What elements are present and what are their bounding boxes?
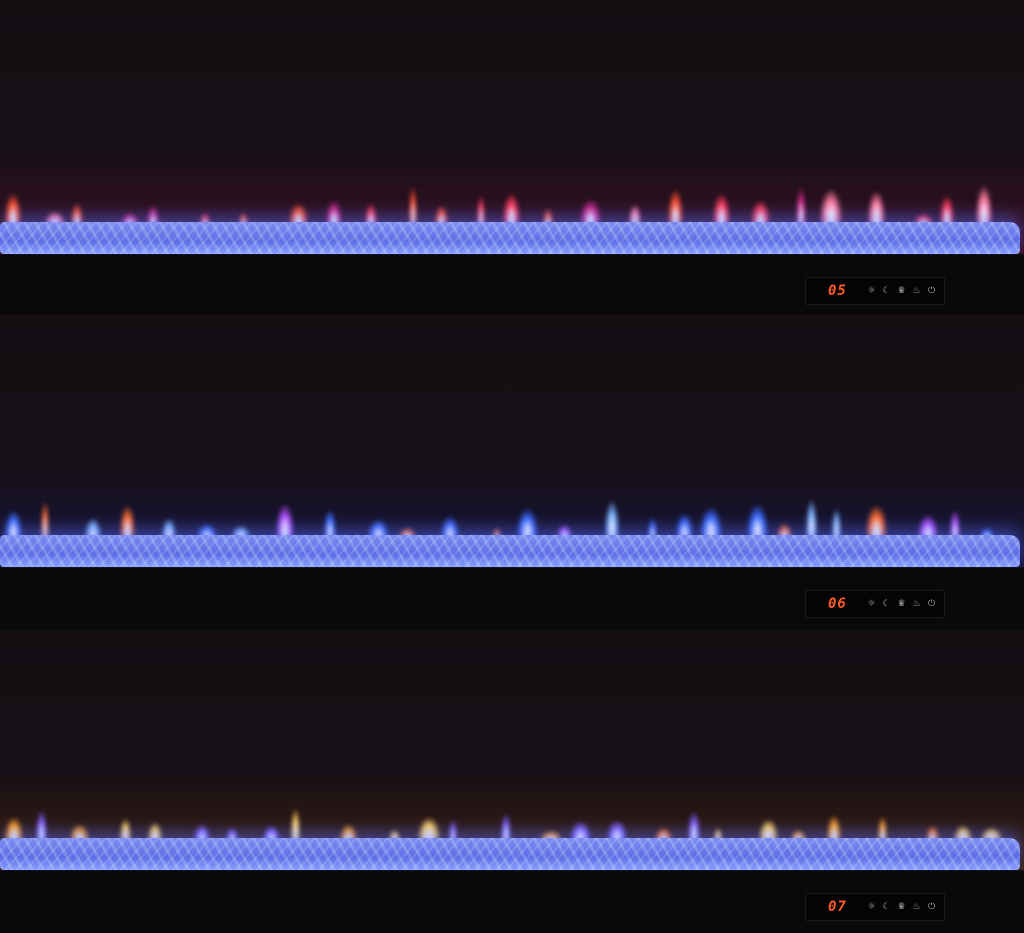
firebox: [0, 630, 1024, 870]
flame: [747, 504, 769, 539]
flame: [607, 820, 627, 842]
flame: [85, 519, 101, 539]
flame: [979, 528, 995, 539]
flame: [36, 811, 47, 842]
control-panel: 05 ☼ ☾ ♛ ♨ ⏻: [805, 277, 945, 305]
flame: [289, 204, 309, 226]
flame: [434, 205, 448, 226]
flame: [820, 189, 842, 226]
flame-icon[interactable]: ♨: [912, 286, 921, 296]
flame: [340, 825, 358, 842]
flame: [199, 213, 210, 226]
flame: [791, 830, 807, 842]
flame: [194, 824, 211, 842]
flame: [605, 500, 620, 539]
flame: [291, 808, 301, 842]
control-panel: 07 ☼ ☾ ♛ ♨ ⏻: [805, 893, 945, 921]
fireplace-panel: 06 ☼ ☾ ♛ ♨ ⏻: [0, 315, 1024, 630]
flame: [940, 196, 954, 226]
flame-icon[interactable]: ♨: [912, 902, 921, 912]
flame: [975, 186, 992, 226]
led-display: 05: [828, 283, 847, 299]
power-icon[interactable]: ⏻: [927, 599, 936, 609]
brightness-icon[interactable]: ☼: [867, 902, 876, 912]
flame: [517, 509, 538, 539]
flame: [628, 205, 642, 226]
flame-icon[interactable]: ♨: [912, 599, 921, 609]
flame: [954, 825, 972, 842]
flame: [751, 201, 771, 226]
fireplace-panel: 07 ☼ ☾ ♛ ♨ ⏻: [0, 630, 1024, 933]
flame: [569, 822, 592, 842]
flame: [668, 189, 683, 226]
led-display: 07: [828, 899, 847, 915]
flame: [712, 194, 731, 226]
flame: [120, 506, 135, 539]
flame: [949, 510, 960, 539]
power-icon[interactable]: ⏻: [927, 902, 936, 912]
flame: [826, 816, 842, 842]
flame: [398, 528, 416, 539]
flame: [323, 509, 337, 539]
flame: [543, 208, 553, 226]
flame: [878, 816, 887, 842]
flame: [805, 499, 817, 539]
flame: [367, 519, 390, 539]
flame: [409, 186, 418, 226]
flame: [388, 829, 401, 842]
crystal-media-bed: [0, 535, 1020, 567]
flame: [688, 812, 700, 842]
flame: [5, 818, 24, 842]
moon-icon[interactable]: ☾: [882, 599, 891, 609]
brightness-icon[interactable]: ☼: [867, 599, 876, 609]
flame: [476, 196, 485, 226]
flame: [325, 200, 343, 226]
flame: [492, 528, 502, 539]
flame: [796, 188, 807, 226]
flame: [40, 501, 50, 539]
crown-icon[interactable]: ♛: [897, 599, 906, 609]
flame: [449, 819, 458, 842]
flame: [501, 814, 511, 842]
flame: [5, 194, 22, 226]
brightness-icon[interactable]: ☼: [867, 286, 876, 296]
flame: [5, 511, 23, 539]
flame: [676, 513, 693, 539]
flame: [417, 817, 440, 842]
flame: [580, 199, 602, 226]
flame: [70, 203, 83, 226]
flame: [225, 828, 238, 842]
flame: [866, 505, 887, 539]
flame: [276, 504, 294, 539]
crown-icon[interactable]: ♛: [897, 902, 906, 912]
flame: [832, 508, 842, 539]
moon-icon[interactable]: ☾: [882, 902, 891, 912]
flame: [146, 206, 159, 226]
crystal-media-bed: [0, 838, 1020, 870]
flame: [647, 517, 657, 539]
flame: [69, 824, 90, 842]
flame: [700, 508, 722, 539]
control-panel: 06 ☼ ☾ ♛ ♨ ⏻: [805, 590, 945, 618]
flame: [238, 212, 248, 226]
flame: [918, 516, 939, 539]
moon-icon[interactable]: ☾: [882, 286, 891, 296]
flame: [539, 830, 562, 842]
flame: [441, 516, 459, 539]
flame: [503, 193, 521, 226]
power-icon[interactable]: ⏻: [927, 286, 936, 296]
flame: [713, 827, 723, 842]
flame: [914, 214, 933, 226]
flame: [867, 191, 886, 226]
flame: [758, 820, 779, 842]
crown-icon[interactable]: ♛: [897, 286, 906, 296]
led-display: 06: [828, 596, 847, 612]
flame: [263, 825, 280, 842]
flame: [119, 819, 131, 842]
flame: [147, 822, 163, 842]
flame: [364, 204, 378, 226]
fireplace-panel: 05 ☼ ☾ ♛ ♨ ⏻: [0, 0, 1024, 315]
flame: [162, 519, 176, 539]
crystal-media-bed: [0, 222, 1020, 254]
